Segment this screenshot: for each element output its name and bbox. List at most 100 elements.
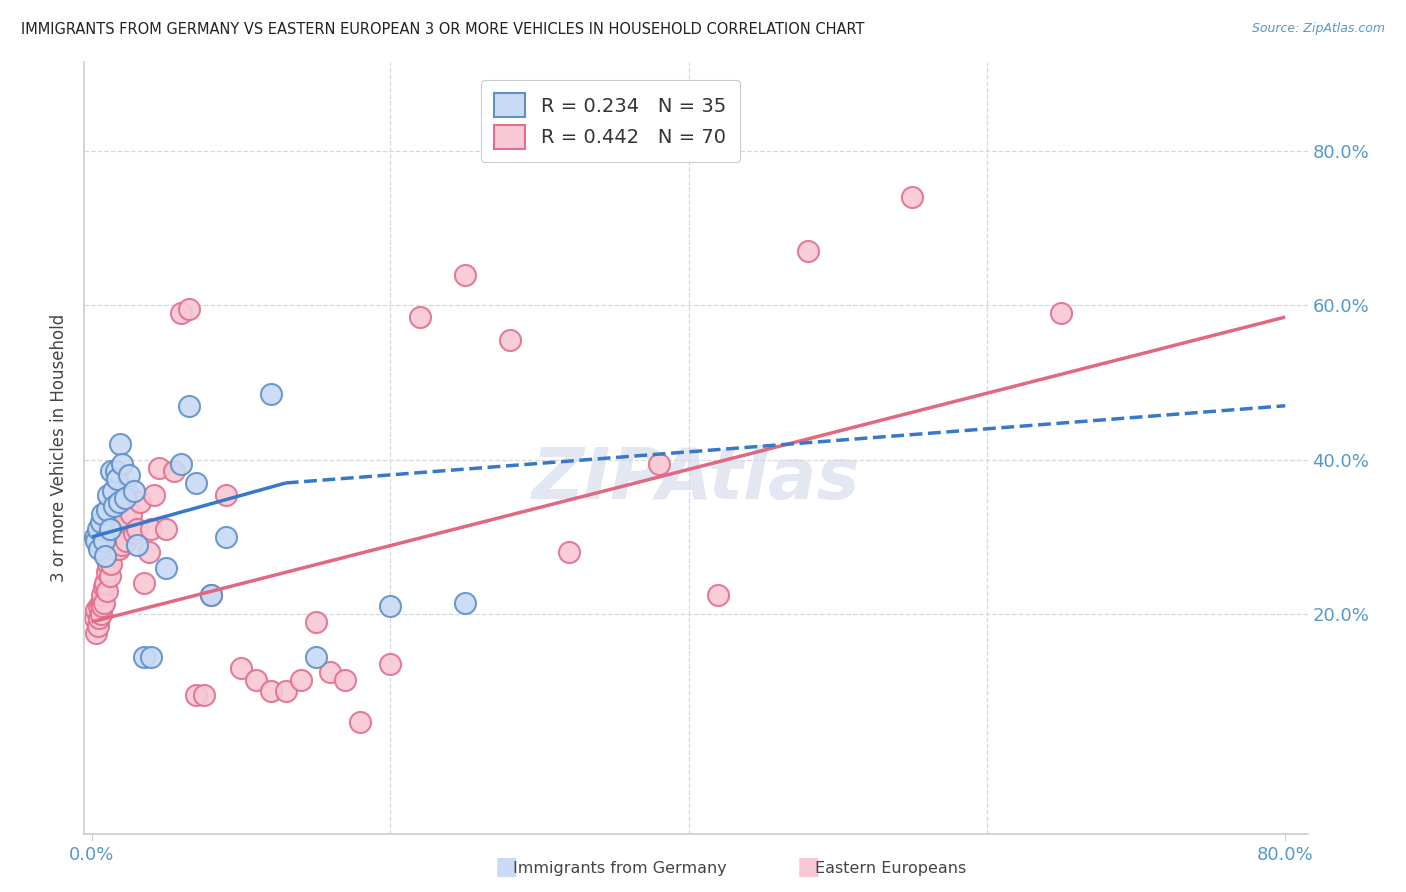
Point	[97, 557, 120, 571]
Point	[274, 684, 297, 698]
Point	[260, 387, 283, 401]
Point	[380, 657, 402, 672]
Point	[114, 510, 136, 524]
Point	[107, 495, 129, 509]
Point	[132, 576, 155, 591]
Point	[132, 649, 155, 664]
Point	[200, 588, 222, 602]
Point	[260, 684, 283, 698]
Point	[104, 526, 127, 541]
Point	[93, 596, 115, 610]
Point	[122, 526, 145, 541]
Point	[177, 302, 200, 317]
Point	[114, 491, 136, 506]
Point	[148, 460, 170, 475]
Point	[100, 464, 122, 478]
Point	[98, 522, 121, 536]
Point	[98, 545, 121, 559]
Point	[103, 530, 125, 544]
Point	[111, 522, 134, 536]
Point	[101, 483, 124, 498]
Point	[186, 688, 208, 702]
Point	[91, 599, 114, 614]
Point	[89, 611, 111, 625]
Point	[120, 507, 142, 521]
Text: IMMIGRANTS FROM GERMANY VS EASTERN EUROPEAN 3 OR MORE VEHICLES IN HOUSEHOLD CORR: IMMIGRANTS FROM GERMANY VS EASTERN EUROP…	[21, 22, 865, 37]
Point	[304, 649, 326, 664]
Point	[122, 483, 145, 498]
Point	[170, 306, 193, 320]
Point	[200, 588, 222, 602]
Text: Eastern Europeans: Eastern Europeans	[815, 862, 967, 876]
Point	[707, 588, 730, 602]
Point	[647, 457, 669, 471]
Point	[125, 522, 148, 536]
Point	[118, 487, 141, 501]
Point	[409, 310, 432, 324]
Point	[91, 507, 114, 521]
Point	[90, 607, 112, 621]
Point	[186, 475, 208, 490]
Point	[96, 584, 118, 599]
Point	[454, 596, 477, 610]
Point	[89, 541, 111, 556]
Point	[101, 518, 124, 533]
Point	[84, 533, 107, 548]
Point	[138, 545, 160, 559]
Point	[105, 495, 128, 509]
Point	[104, 464, 127, 478]
Text: Source: ZipAtlas.com: Source: ZipAtlas.com	[1251, 22, 1385, 36]
Point	[104, 503, 127, 517]
Point	[84, 603, 107, 617]
Point	[380, 599, 402, 614]
Point	[98, 568, 121, 582]
Point	[125, 538, 148, 552]
Point	[97, 487, 120, 501]
Point	[96, 503, 118, 517]
Point	[229, 661, 252, 675]
Point	[87, 618, 110, 632]
Y-axis label: 3 or more Vehicles in Household: 3 or more Vehicles in Household	[51, 314, 69, 582]
Point	[118, 468, 141, 483]
Point	[103, 499, 125, 513]
Text: ■: ■	[797, 855, 820, 879]
Point	[84, 626, 107, 640]
Point	[89, 599, 111, 614]
Point	[454, 268, 477, 282]
Point	[304, 615, 326, 629]
Point	[90, 515, 112, 529]
Point	[319, 665, 342, 679]
Point	[141, 522, 163, 536]
Point	[215, 487, 238, 501]
Point	[901, 190, 924, 204]
Point	[143, 487, 166, 501]
Point	[108, 437, 131, 451]
Point	[94, 576, 117, 591]
Point	[83, 611, 105, 625]
Point	[100, 533, 122, 548]
Point	[107, 541, 129, 556]
Point	[87, 522, 110, 536]
Point	[94, 549, 117, 564]
Point	[103, 541, 125, 556]
Point	[558, 545, 581, 559]
Point	[498, 333, 520, 347]
Point	[141, 649, 163, 664]
Point	[155, 561, 177, 575]
Point	[163, 464, 186, 478]
Point	[111, 457, 134, 471]
Point	[1050, 306, 1073, 320]
Text: Immigrants from Germany: Immigrants from Germany	[513, 862, 727, 876]
Point	[107, 522, 129, 536]
Point	[91, 588, 114, 602]
Point	[93, 533, 115, 548]
Point	[193, 688, 215, 702]
Point	[100, 557, 122, 571]
Point	[797, 244, 820, 259]
Text: ■: ■	[495, 855, 517, 879]
Point	[115, 533, 138, 548]
Point	[335, 673, 357, 687]
Point	[108, 499, 131, 513]
Point	[128, 495, 150, 509]
Point	[177, 399, 200, 413]
